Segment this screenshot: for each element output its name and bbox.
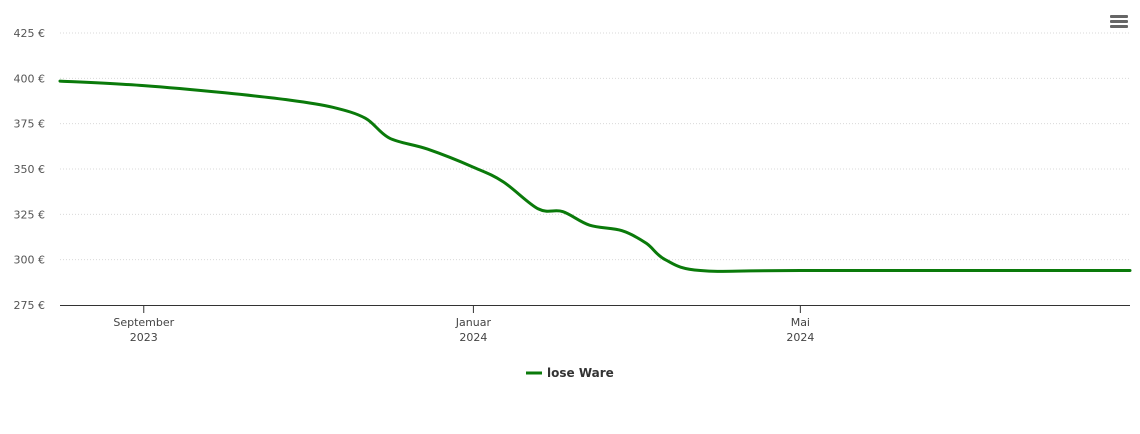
grid-lines bbox=[60, 32, 1130, 261]
chart-menu-button[interactable] bbox=[1106, 10, 1132, 34]
y-tick-label: 275 € bbox=[14, 299, 46, 312]
series-line-lose-ware[interactable] bbox=[58, 79, 1132, 273]
x-tick-year: 2024 bbox=[786, 331, 814, 344]
legend-label: lose Ware bbox=[547, 366, 614, 380]
x-tick-year: 2023 bbox=[130, 331, 158, 344]
x-tick-year: 2024 bbox=[459, 331, 487, 344]
y-tick-label: 300 € bbox=[14, 254, 46, 267]
y-tick-label: 375 € bbox=[14, 118, 46, 131]
x-tick-month: Januar bbox=[455, 316, 492, 329]
legend[interactable]: lose Ware bbox=[526, 366, 614, 380]
y-tick-label: 425 € bbox=[14, 27, 46, 40]
y-tick-label: 325 € bbox=[14, 208, 46, 221]
y-tick-label: 400 € bbox=[14, 72, 46, 85]
y-tick-label: 350 € bbox=[14, 163, 46, 176]
x-tick-month: September bbox=[113, 316, 174, 329]
y-axis-ticks: 275 € 300 € 325 € 350 € 375 € 400 € 425 € bbox=[14, 27, 46, 312]
x-tick-month: Mai bbox=[791, 316, 810, 329]
x-axis-ticks: September 2023 Januar 2024 Mai 2024 bbox=[113, 305, 814, 344]
